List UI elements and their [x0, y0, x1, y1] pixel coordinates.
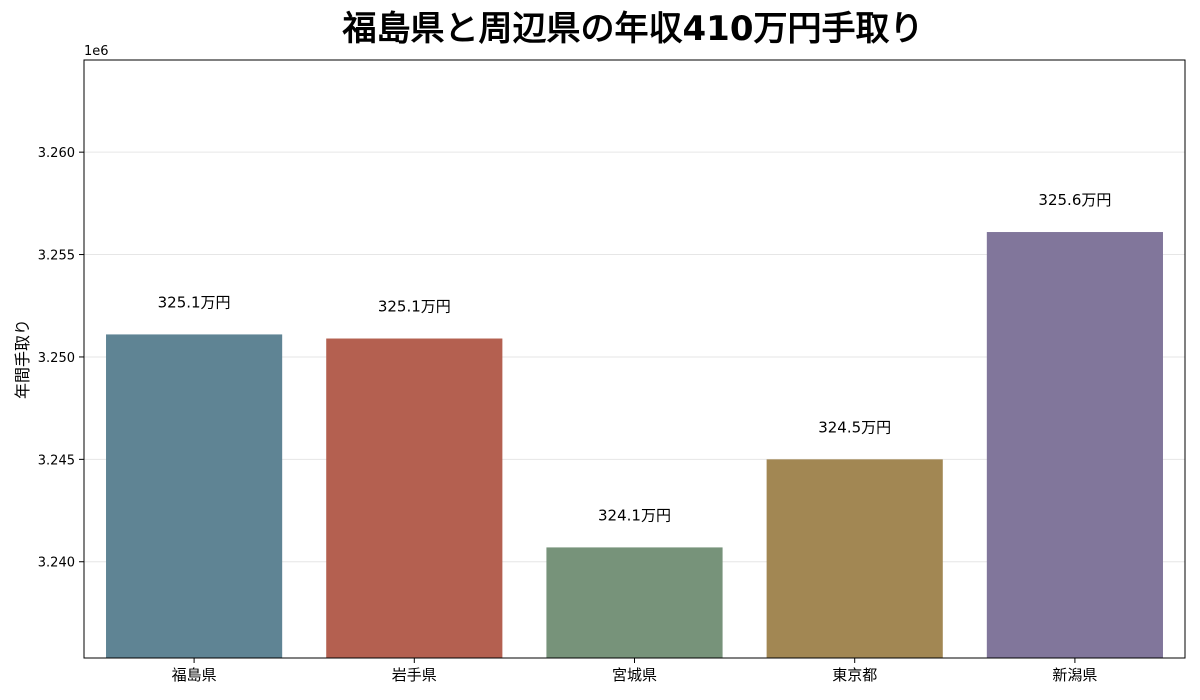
x-tick-label: 岩手県 — [392, 666, 437, 684]
y-tick-label: 3.245 — [38, 453, 75, 468]
y-tick-label: 3.240 — [38, 556, 75, 571]
bar — [546, 547, 723, 658]
plot-frame — [83, 59, 1186, 659]
bar — [326, 338, 503, 658]
data-label: 324.5万円 — [818, 418, 891, 436]
y-axis-label: 年間手取り — [13, 319, 32, 399]
y-axis-ticks: 3.240 3.245 3.250 3.255 3.260 — [38, 146, 84, 571]
bar — [766, 459, 943, 658]
x-tick-label: 福島県 — [172, 666, 217, 684]
y-axis-offset-label: 1e6 — [84, 44, 109, 59]
y-tick-label: 3.260 — [38, 146, 75, 161]
x-tick-label: 宮城県 — [612, 666, 657, 684]
chart-title: 福島県と周辺県の年収410万円手取り — [342, 9, 924, 49]
data-label: 324.1万円 — [598, 506, 671, 524]
bars — [106, 232, 1163, 658]
data-label: 325.1万円 — [378, 298, 451, 316]
bar — [986, 232, 1163, 658]
y-tick-label: 3.255 — [38, 249, 75, 264]
x-tick-label: 東京都 — [832, 666, 877, 684]
data-label: 325.6万円 — [1038, 191, 1111, 209]
x-axis-categories: 福島県 岩手県 宮城県 東京都 新潟県 — [172, 658, 1097, 684]
data-label: 325.1万円 — [158, 293, 231, 311]
bar — [106, 334, 283, 658]
x-tick-label: 新潟県 — [1052, 666, 1097, 684]
y-tick-label: 3.250 — [38, 351, 75, 366]
data-labels: 325.1万円 325.1万円 324.1万円 324.5万円 325.6万円 — [158, 191, 1112, 524]
